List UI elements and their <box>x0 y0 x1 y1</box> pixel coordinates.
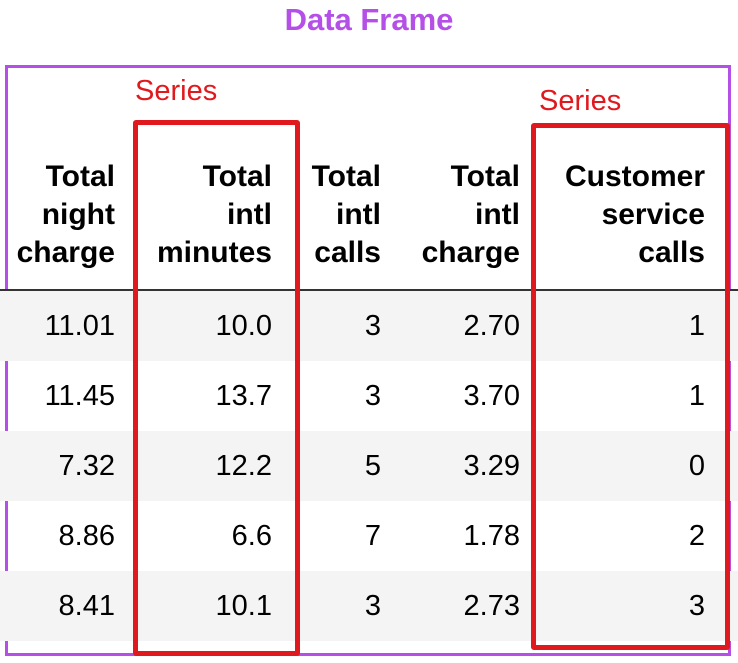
table-cell: 6.6 <box>231 520 272 552</box>
series-label-left: Series <box>135 75 218 107</box>
table-cell: 1 <box>688 310 705 342</box>
table-cell: 3.29 <box>463 450 520 482</box>
table-row: 8.41 10.1 3 2.73 3 <box>0 571 738 641</box>
data-frame-title: Data Frame <box>284 2 454 37</box>
table-cell: 13.7 <box>215 380 272 412</box>
table-cell: 5 <box>364 450 381 482</box>
table-cell: 3 <box>364 310 381 342</box>
column-header-total-intl-charge: Total intl charge <box>421 160 520 269</box>
table-cell: 3 <box>364 380 381 412</box>
table-cell: 2.70 <box>463 310 520 342</box>
table-row: 7.32 12.2 5 3.29 0 <box>0 431 738 501</box>
table-cell: 2.73 <box>463 590 520 622</box>
series-box-intl-minutes <box>133 120 300 656</box>
table-cell: 3 <box>364 590 381 622</box>
table-row: 8.86 6.6 7 1.78 2 <box>0 501 738 571</box>
table-cell: 8.86 <box>58 520 115 552</box>
table-cell: 3 <box>688 590 705 622</box>
column-header-total-night-charge: Total night charge <box>16 160 115 269</box>
table-cell: 2 <box>688 520 705 552</box>
table-cell: 1 <box>688 380 705 412</box>
series-box-customer-service-calls <box>531 123 730 650</box>
table-cell: 7.32 <box>58 450 115 482</box>
table-row: 11.45 13.7 3 3.70 1 <box>0 361 738 431</box>
table-cell: 1.78 <box>463 520 520 552</box>
table-cell: 11.01 <box>44 310 115 342</box>
table-cell: 8.41 <box>58 590 115 622</box>
table-cell: 0 <box>688 450 705 482</box>
header-divider <box>0 289 738 291</box>
table-cell: 10.1 <box>215 590 272 622</box>
column-header-customer-service-calls: Customer service calls <box>564 160 705 269</box>
column-header-total-intl-minutes: Total intl minutes <box>156 160 272 269</box>
table-row: 11.01 10.0 3 2.70 1 <box>0 291 738 361</box>
table-cell: 10.0 <box>215 310 272 342</box>
table-cell: 11.45 <box>44 380 115 412</box>
column-header-total-intl-calls: Total intl calls <box>311 160 381 269</box>
series-label-right: Series <box>539 85 622 117</box>
table-cell: 12.2 <box>215 450 272 482</box>
table-cell: 3.70 <box>463 380 520 412</box>
table-cell: 7 <box>364 520 381 552</box>
